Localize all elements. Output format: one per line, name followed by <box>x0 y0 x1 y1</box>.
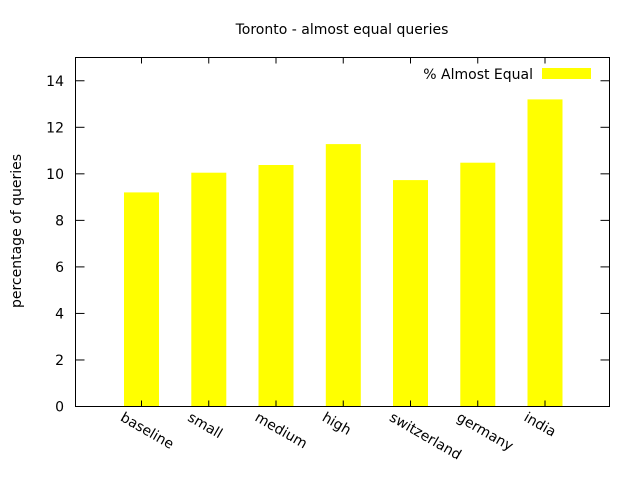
bar-switzerland <box>393 180 428 407</box>
y-tick-label: 0 <box>55 400 64 416</box>
y-tick-label: 6 <box>55 260 64 276</box>
bar-group <box>124 99 563 407</box>
x-tick-label: medium <box>252 410 310 453</box>
bar-germany <box>460 162 496 407</box>
y-tick-label: 2 <box>55 353 64 369</box>
legend-swatch <box>542 68 591 79</box>
legend-label: % Almost Equal <box>423 67 533 83</box>
bar-india <box>527 99 563 407</box>
bar-small <box>191 172 227 407</box>
x-tick-label: small <box>185 410 225 443</box>
y-axis-label: percentage of queries <box>9 154 25 308</box>
y-tick-label: 4 <box>55 306 64 322</box>
x-tick-label: germany <box>454 410 516 455</box>
bar-baseline <box>124 192 159 407</box>
y-tick-label: 12 <box>46 120 64 136</box>
legend: % Almost Equal <box>423 67 591 83</box>
bar-medium <box>258 165 294 407</box>
x-tick-label: baseline <box>118 410 177 453</box>
y-tick-label: 10 <box>46 167 64 183</box>
y-tick-label: 8 <box>55 213 64 229</box>
chart-title: Toronto - almost equal queries <box>235 22 449 38</box>
x-tick-label: india <box>521 410 559 441</box>
bar-high <box>325 144 361 407</box>
y-tick-label: 14 <box>46 74 64 90</box>
x-tick-label: high <box>319 410 353 439</box>
x-tick-label: switzerland <box>387 410 464 464</box>
plot-frame <box>75 57 610 407</box>
